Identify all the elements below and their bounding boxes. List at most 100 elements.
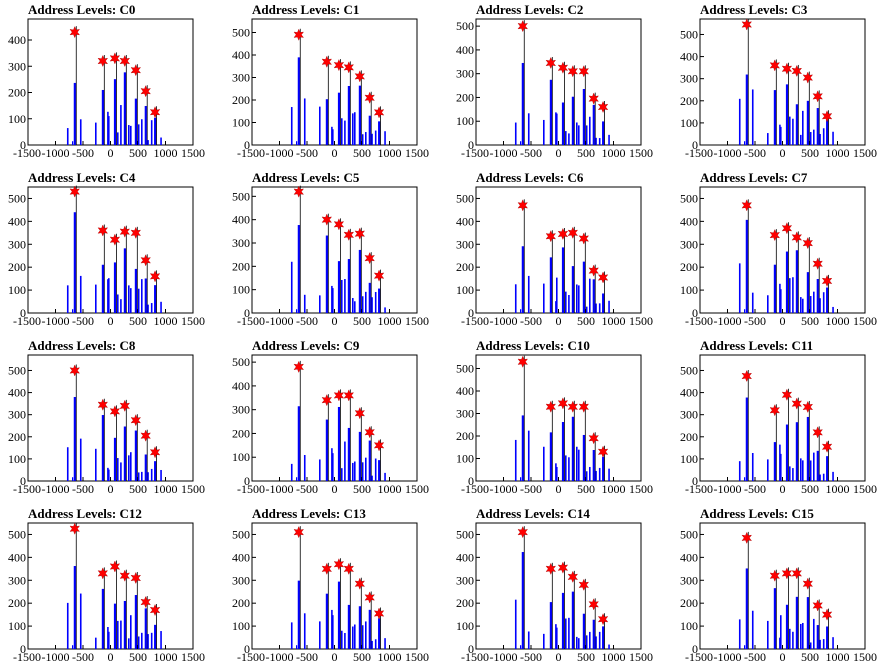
histogram-bar [585,471,588,481]
peak-marker [364,91,375,104]
x-tick-label: 1000 [378,314,402,328]
x-tick-label: 500 [353,650,371,664]
histogram-bar [800,297,802,313]
histogram-panel: 0 100 200 300 400 500 -1500 -1000 -500 0 500 1000 15… [448,0,672,168]
histogram-bar [107,111,109,145]
histogram-bar [568,133,570,145]
x-tick-label: -1000 [266,650,294,664]
histogram-bar [780,289,782,313]
histogram-bar [779,283,781,313]
histogram-bar [128,285,130,313]
peak-marker [802,237,814,250]
histogram-bar [361,462,364,481]
histogram-bar [595,137,597,145]
histogram-bar [297,406,300,481]
y-tick-label: 100 [8,112,26,126]
y-tick-label: 200 [456,596,474,610]
peak-marker [517,526,528,539]
x-tick-label: 1000 [154,482,178,496]
panel-title: Address Levels: C7 [700,170,808,185]
peak-marker [781,388,793,401]
peak-marker [597,445,609,458]
y-tick-label: 100 [8,283,26,297]
histogram-bar [72,645,74,649]
histogram-bar [751,610,754,649]
x-tick-label: -1500 [237,482,265,496]
peak-marker [802,577,814,590]
x-tick-label: -1000 [42,314,70,328]
peak-marker [97,567,109,580]
peak-marker [741,18,752,31]
histogram-bar [130,452,132,481]
histogram-bar [371,640,373,649]
histogram-bar [358,249,361,313]
histogram-bar [592,619,595,649]
panel-title: Address Levels: C0 [28,2,136,17]
histogram-bar [592,279,595,313]
x-tick-label: -1500 [685,314,713,328]
peak-marker [321,213,333,226]
histogram-bar [352,626,354,649]
histogram-bar [819,474,821,481]
y-tick-label: 500 [8,527,26,541]
x-tick-label: -500 [520,314,542,328]
histogram-bar [802,460,804,481]
peak-marker [293,526,304,539]
histogram-bar [767,295,769,313]
histogram-plot: 0 100 200 300 400 500 -1500 -1000 -500 0 500 1000 15… [232,522,429,664]
peak-marker [321,55,333,68]
histogram-bar [571,591,574,649]
y-tick-label: 100 [456,114,474,128]
histogram-bar [101,415,104,481]
peak-marker [149,446,161,459]
panel-title: Address Levels: C10 [476,338,590,353]
histogram-bar [792,631,794,649]
y-tick-label: 300 [680,573,698,587]
y-tick-label: 300 [8,408,26,422]
histogram-bar [101,588,104,649]
y-tick-label: 400 [456,43,474,57]
histogram-bar [79,119,82,145]
histogram-panel: 0 100 200 300 400 500 -1500 -1000 -500 0 500 1000 15… [672,0,896,168]
peak-marker [545,400,557,413]
peak-marker [769,404,781,417]
histogram-bar [123,426,126,481]
panel-title: Address Levels: C8 [28,338,136,353]
x-tick-label: -1000 [266,314,294,328]
histogram-bar [137,124,140,145]
histogram-bar [384,638,386,649]
histogram-bar [134,595,137,649]
histogram-bar [568,617,570,649]
histogram-bar [571,96,574,145]
histogram-bar [578,449,580,481]
histogram-bar [589,278,591,313]
x-tick-label: 1000 [826,314,850,328]
y-tick-label: 400 [232,48,250,62]
histogram-bar [598,467,601,481]
y-tick-label: 400 [232,550,250,564]
histogram-bar [141,119,143,145]
histogram-bar [137,472,140,481]
peak-marker [791,397,803,410]
histogram-bar [822,473,825,481]
histogram-bar [358,85,361,145]
x-tick-label: 0 [332,146,338,160]
panel-title: Address Levels: C11 [700,338,814,353]
histogram-bar [352,113,354,145]
histogram-bar [826,120,829,145]
histogram-bar [147,304,149,313]
histogram-bar [297,225,300,313]
y-tick-label: 500 [680,27,698,41]
peak-marker [821,274,833,287]
histogram-bar [571,266,574,313]
histogram-plot: 0 100 200 300 400 500 -1500 -1000 -500 0 500 1000 15… [456,18,653,160]
histogram-bar [585,125,588,145]
peak-marker [812,257,823,270]
histogram-panel: 0 100 200 300 400 500 -1500 -1000 -500 0 500 1000 15… [672,336,896,504]
y-tick-label: 500 [232,527,250,541]
y-tick-label: 0 [244,642,250,656]
peak-marker [791,64,803,77]
peak-marker [545,562,557,575]
plot-frame [475,354,642,482]
x-tick-label: 1000 [602,482,626,496]
